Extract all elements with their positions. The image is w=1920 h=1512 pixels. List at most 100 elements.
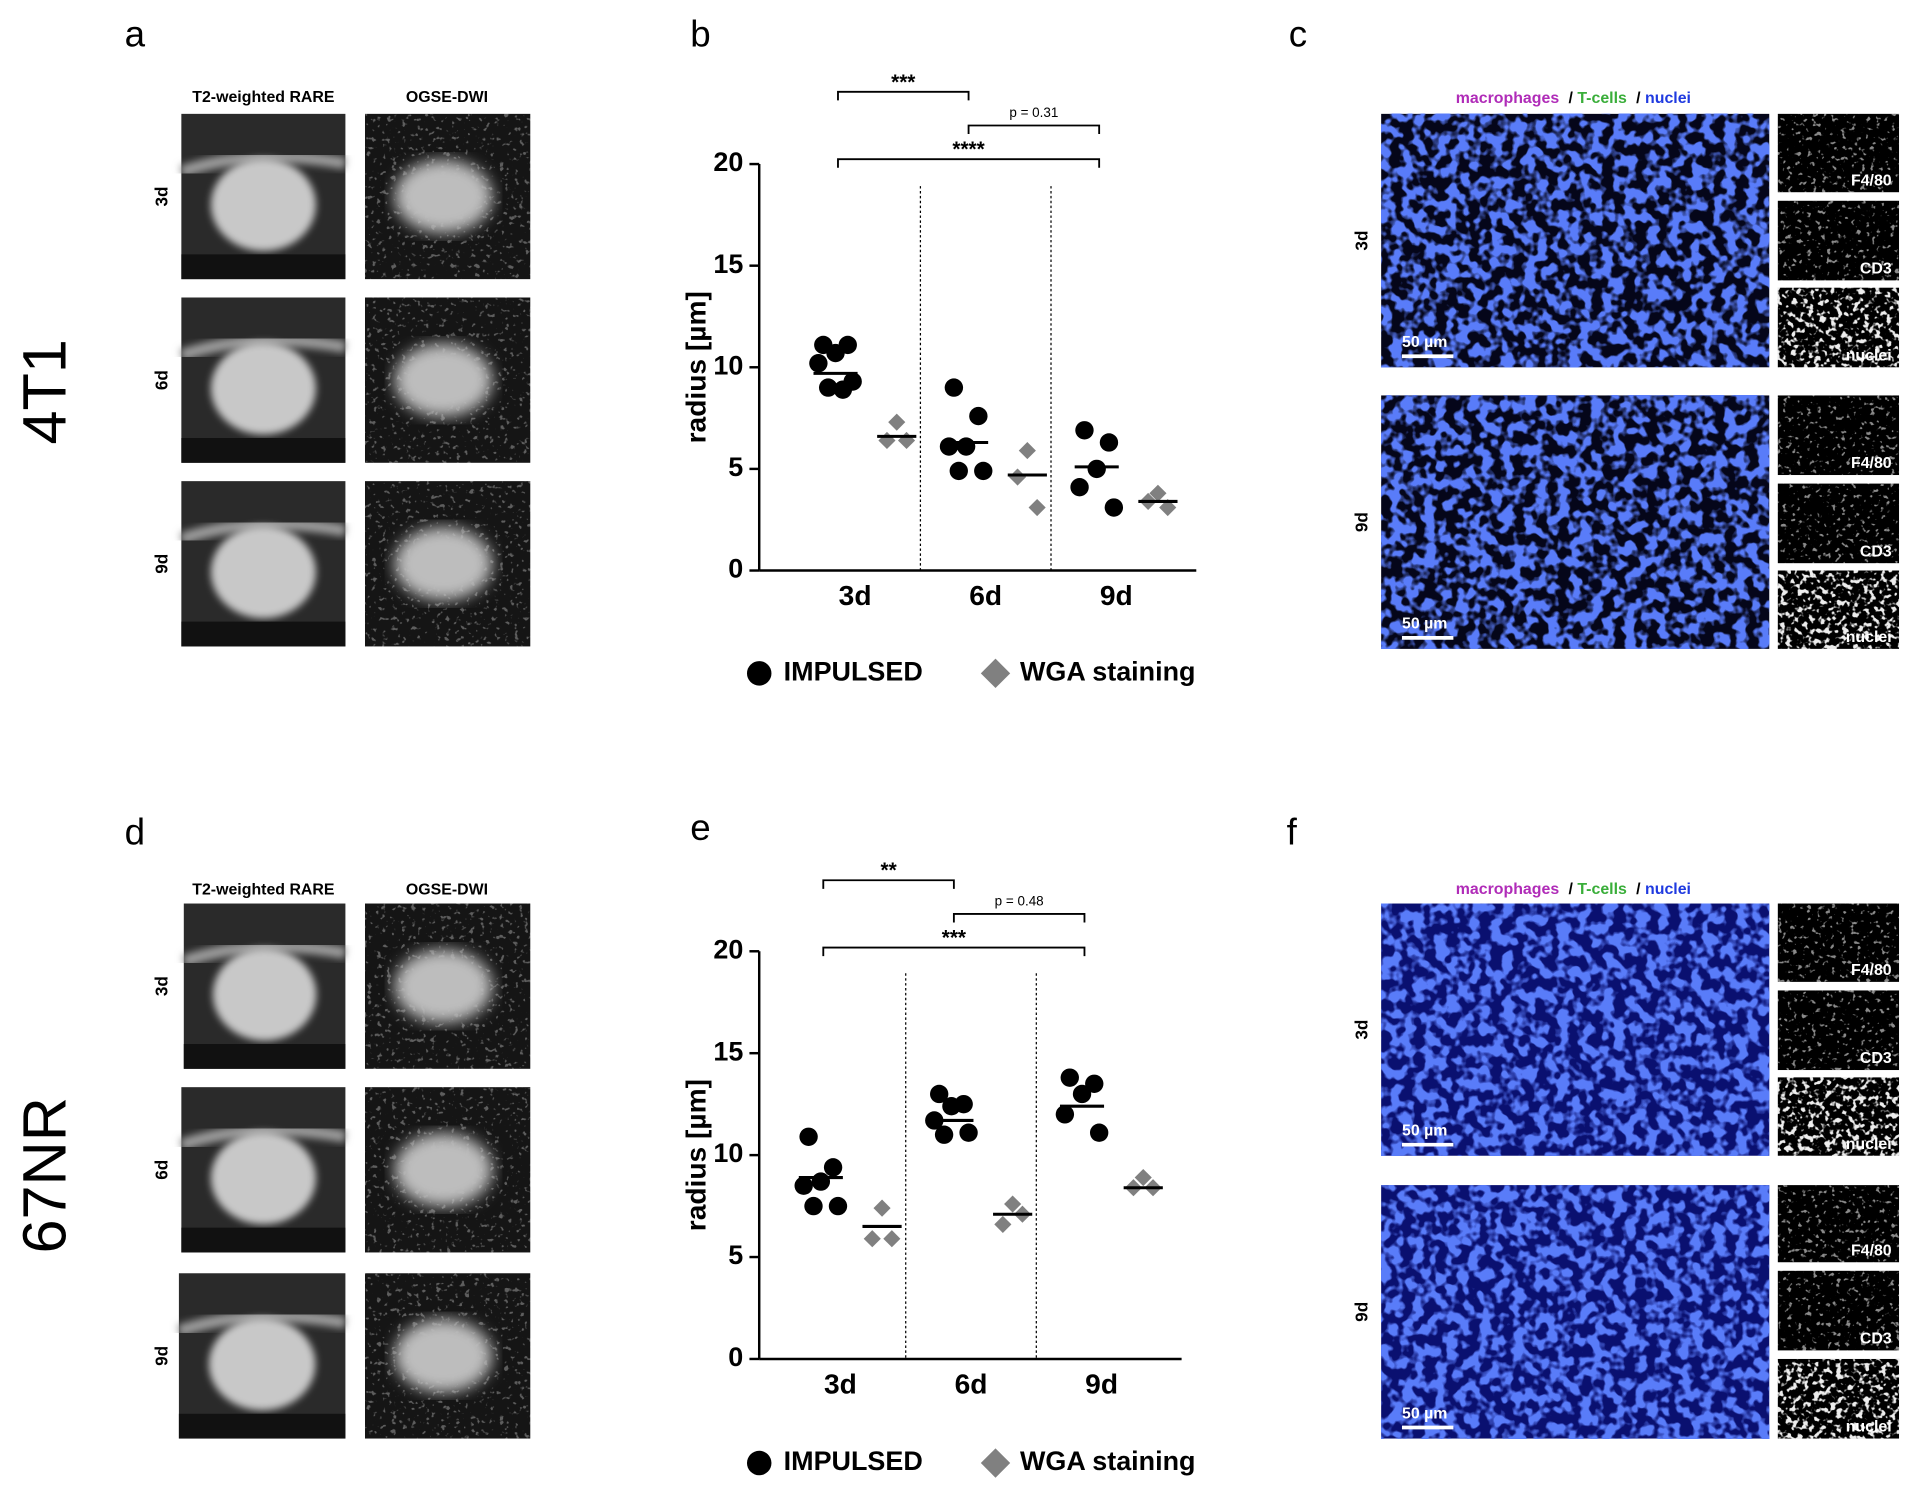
tumor bbox=[210, 342, 316, 435]
mri-column-label: OGSE-DWI bbox=[406, 881, 488, 898]
channel-label: CD3 bbox=[1860, 261, 1892, 278]
mri-row-label: 3d bbox=[152, 976, 172, 996]
fluorescence-image: 50 µm bbox=[1381, 113, 1770, 368]
y-tick-label: 10 bbox=[713, 1138, 743, 1168]
significance-label: *** bbox=[891, 71, 916, 94]
nuclei-texture bbox=[1381, 395, 1770, 649]
tissue-layer bbox=[179, 334, 347, 362]
channel-label: nuclei bbox=[1846, 1136, 1892, 1153]
channel-image: F4/80 bbox=[1777, 113, 1900, 193]
panel-letter: e bbox=[690, 807, 710, 848]
tissue-layer bbox=[179, 1124, 347, 1151]
data-point bbox=[1072, 1084, 1092, 1104]
histology-legend: macrophages / T-cells / nuclei bbox=[1456, 90, 1691, 107]
x-tick-label: 3d bbox=[839, 580, 872, 611]
legend-separator: / bbox=[1636, 90, 1641, 107]
tissue-layer bbox=[179, 150, 347, 178]
histology-row-label: 9d bbox=[1351, 1302, 1371, 1322]
data-point bbox=[959, 1123, 978, 1142]
mri-image-t2 bbox=[179, 481, 347, 647]
tissue-layer bbox=[176, 1310, 347, 1337]
data-point bbox=[939, 437, 959, 456]
tumor-signal bbox=[394, 343, 493, 417]
channel-image: F4/80 bbox=[1777, 395, 1900, 476]
channel-texture bbox=[1777, 1077, 1900, 1156]
channel-image: F4/80 bbox=[1777, 903, 1900, 982]
mri-row-label: 6d bbox=[152, 1160, 172, 1180]
mri-image-t2 bbox=[179, 297, 347, 463]
histology-row-label: 3d bbox=[1351, 231, 1371, 251]
panel-letter: a bbox=[125, 13, 146, 54]
mri-row-label: 9d bbox=[152, 554, 172, 574]
legend-separator: / bbox=[1569, 90, 1574, 107]
data-point bbox=[1087, 459, 1106, 479]
y-axis-title: radius [µm] bbox=[680, 1079, 711, 1231]
channel-label: CD3 bbox=[1860, 1050, 1892, 1067]
data-point bbox=[974, 461, 993, 481]
mri-image-t2 bbox=[181, 903, 347, 1069]
legend-label: WGA staining bbox=[1020, 1446, 1195, 1476]
data-point bbox=[1060, 1068, 1079, 1087]
legend-separator: / bbox=[1569, 881, 1574, 898]
data-point bbox=[833, 380, 853, 399]
data-point bbox=[828, 1196, 848, 1216]
y-tick-label: 15 bbox=[713, 1036, 743, 1066]
data-point bbox=[994, 1215, 1012, 1233]
image-background bbox=[181, 254, 346, 280]
data-point bbox=[1104, 498, 1124, 517]
x-tick-label: 9d bbox=[1100, 580, 1133, 611]
fluorescence-image: 50 µm bbox=[1381, 395, 1770, 649]
legend-entry: nuclei bbox=[1645, 881, 1691, 898]
channel-image: CD3 bbox=[1777, 1270, 1900, 1351]
data-point bbox=[930, 1084, 949, 1104]
data-point bbox=[1028, 498, 1046, 517]
y-tick-label: 5 bbox=[728, 452, 743, 482]
channel-image: nuclei bbox=[1777, 1077, 1900, 1156]
image-background bbox=[178, 1413, 346, 1439]
data-point bbox=[1089, 1123, 1109, 1142]
histology-row-label: 3d bbox=[1351, 1020, 1371, 1040]
data-point bbox=[1055, 1105, 1075, 1124]
significance-label: *** bbox=[942, 927, 967, 950]
significance-bracket bbox=[822, 946, 1086, 957]
tissue-layer bbox=[181, 940, 347, 968]
channel-label: F4/80 bbox=[1851, 455, 1892, 472]
data-point bbox=[878, 431, 896, 450]
histology-legend: macrophages / T-cells / nuclei bbox=[1456, 881, 1691, 898]
data-point bbox=[1008, 468, 1027, 486]
y-tick-label: 5 bbox=[728, 1240, 743, 1270]
channel-texture bbox=[1777, 903, 1900, 982]
data-point bbox=[888, 413, 906, 431]
tissue-layer bbox=[179, 518, 347, 545]
significance-bracket bbox=[967, 124, 1101, 135]
data-point bbox=[819, 378, 838, 397]
channel-image: CD3 bbox=[1777, 200, 1900, 281]
significance-bracket bbox=[952, 913, 1086, 923]
legend-entry: T-cells bbox=[1577, 881, 1627, 898]
data-point bbox=[863, 1230, 881, 1248]
image-background bbox=[183, 1044, 346, 1069]
data-point bbox=[1018, 442, 1036, 460]
legend-entry: macrophages bbox=[1456, 90, 1560, 107]
scale-bar-label: 50 µm bbox=[1402, 1405, 1447, 1422]
legend-entry: T-cells bbox=[1577, 90, 1627, 107]
tumor bbox=[208, 1317, 316, 1411]
y-tick-label: 15 bbox=[713, 249, 743, 279]
channel-texture bbox=[1777, 1185, 1900, 1263]
image-background bbox=[181, 621, 346, 647]
chart: 0 5 10 15 20 radius [µm] 3d 6d 9d *** p = 0.31 ****… bbox=[680, 71, 1197, 689]
significance-label: **** bbox=[952, 138, 985, 161]
data-point bbox=[897, 431, 916, 450]
cell-line-label: 4T1 bbox=[10, 339, 78, 444]
mri-image-dwi bbox=[364, 113, 531, 280]
x-tick-label: 3d bbox=[824, 1368, 857, 1399]
data-point bbox=[1149, 484, 1167, 502]
legend-marker bbox=[980, 658, 1011, 689]
tumor-signal bbox=[394, 159, 493, 234]
data-point bbox=[823, 1158, 843, 1177]
significance-label: p = 0.31 bbox=[1009, 105, 1058, 120]
channel-label: nuclei bbox=[1846, 1419, 1892, 1436]
channel-texture bbox=[1777, 1270, 1900, 1351]
